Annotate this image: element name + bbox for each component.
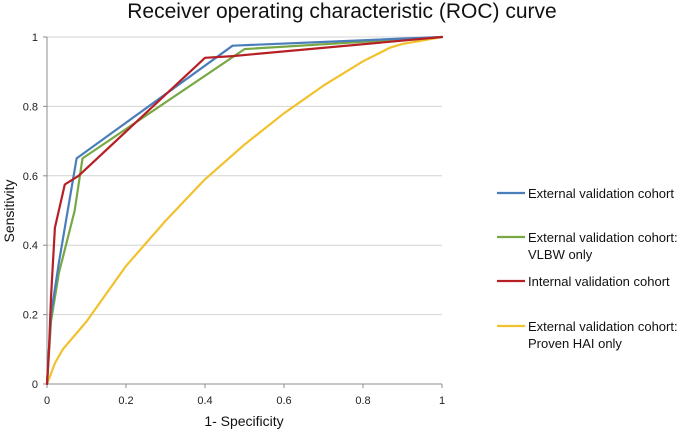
series-line-1 xyxy=(45,35,444,386)
x-tick-label: 0 xyxy=(44,395,50,407)
x-axis-title: 1- Specificity xyxy=(204,413,283,429)
legend-item-1: External validation cohort: VLBW only xyxy=(497,230,678,262)
tick-labels: 0 0.2 0.4 0.6 0.8 1 0 0.2 0.4 0.6 0.8 1 xyxy=(23,32,445,407)
y-axis-title: Sensitivity xyxy=(1,179,17,242)
legend-label: Internal validation cohort xyxy=(528,274,670,289)
x-tick-label: 0.6 xyxy=(276,395,291,407)
x-tick-label: 0.8 xyxy=(355,395,370,407)
x-tick-label: 0.4 xyxy=(197,395,212,407)
legend: External validation cohort External valid… xyxy=(497,186,678,351)
legend-label: VLBW only xyxy=(528,247,593,262)
legend-item-2: Internal validation cohort xyxy=(497,274,670,289)
y-tick-label: 0.2 xyxy=(23,310,38,322)
y-tick-label: 0.6 xyxy=(23,171,38,183)
legend-label: Proven HAI only xyxy=(528,336,622,351)
series-line-2 xyxy=(45,35,444,386)
legend-label: External validation cohort: xyxy=(528,319,678,334)
y-tick-label: 0.8 xyxy=(23,101,38,113)
grid-lines xyxy=(47,36,442,316)
legend-label: External validation cohort: xyxy=(528,230,678,245)
legend-item-3: External validation cohort: Proven HAI on… xyxy=(497,319,678,351)
series-line-3 xyxy=(45,35,444,386)
y-tick-label: 1 xyxy=(32,32,38,44)
chart-title: Receiver operating characteristic (ROC) … xyxy=(127,0,556,23)
x-tick-label: 1 xyxy=(439,395,445,407)
legend-label: External validation cohort xyxy=(528,186,674,201)
y-tick-label: 0.4 xyxy=(23,240,38,252)
legend-item-0: External validation cohort xyxy=(497,186,674,201)
y-tick-label: 0 xyxy=(32,379,38,391)
x-tick-label: 0.2 xyxy=(118,395,133,407)
series-line-0 xyxy=(45,35,444,386)
axes xyxy=(43,36,443,388)
series-group xyxy=(45,35,444,386)
